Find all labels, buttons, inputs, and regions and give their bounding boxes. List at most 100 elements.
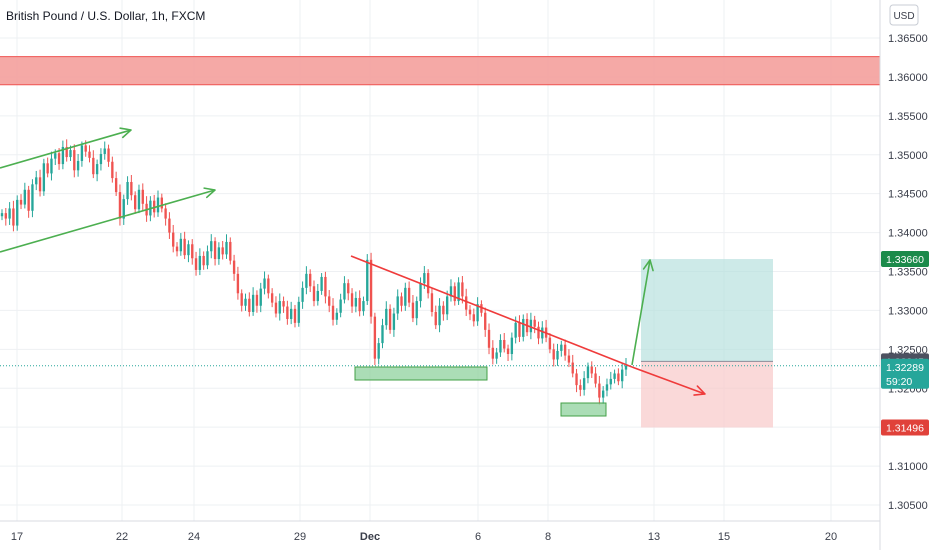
candle-body[interactable] — [187, 244, 190, 256]
candle-body[interactable] — [289, 308, 293, 319]
candle-body[interactable] — [172, 232, 175, 247]
candle-body[interactable] — [518, 322, 521, 337]
candle-body[interactable] — [381, 325, 384, 344]
candle-body[interactable] — [164, 208, 167, 219]
candle-body[interactable] — [35, 177, 38, 185]
candle-body[interactable] — [358, 297, 361, 312]
candle-body[interactable] — [122, 199, 125, 219]
candle-body[interactable] — [225, 241, 228, 255]
candle-body[interactable] — [194, 258, 198, 270]
candle-body[interactable] — [251, 294, 255, 312]
candle-body[interactable] — [42, 163, 46, 192]
candle-body[interactable] — [487, 329, 491, 348]
candle-body[interactable] — [232, 260, 236, 274]
candle-body[interactable] — [65, 146, 68, 158]
candle-body[interactable] — [73, 150, 76, 171]
candle-body[interactable] — [57, 153, 61, 165]
candle-body[interactable] — [255, 294, 259, 306]
candle-body[interactable] — [191, 244, 194, 259]
candle-body[interactable] — [579, 385, 582, 390]
candle-body[interactable] — [282, 301, 285, 307]
candle-body[interactable] — [533, 319, 536, 327]
currency-button[interactable]: USD — [889, 4, 919, 26]
candle-body[interactable] — [183, 238, 186, 256]
candle-body[interactable] — [111, 161, 114, 179]
candle-body[interactable] — [472, 314, 475, 322]
candle-body[interactable] — [377, 343, 380, 359]
candle-body[interactable] — [339, 299, 342, 313]
candle-body[interactable] — [331, 305, 335, 320]
candle-body[interactable] — [598, 383, 601, 398]
candle-body[interactable] — [388, 308, 392, 330]
candle-body[interactable] — [335, 312, 339, 320]
candle-body[interactable] — [8, 208, 11, 219]
time-axis[interactable]: 17 22 24 29 Dec 6 8 13 15 20 — [11, 531, 837, 543]
candle-body[interactable] — [503, 339, 506, 349]
candle-body[interactable] — [457, 282, 460, 302]
candle-body[interactable] — [133, 195, 137, 210]
candle-body[interactable] — [202, 255, 205, 266]
candle-body[interactable] — [347, 283, 350, 294]
candle-body[interactable] — [88, 151, 91, 158]
candle-body[interactable] — [624, 365, 628, 370]
candle-body[interactable] — [586, 366, 590, 379]
candle-body[interactable] — [480, 304, 483, 313]
channel-lower-line[interactable] — [0, 189, 216, 253]
candle-body[interactable] — [198, 255, 202, 270]
candles[interactable] — [0, 139, 880, 405]
candle-body[interactable] — [274, 302, 278, 314]
candle-body[interactable] — [582, 378, 586, 390]
candle-body[interactable] — [270, 293, 274, 303]
candle-body[interactable] — [153, 200, 156, 213]
candle-body[interactable] — [605, 384, 609, 391]
candle-body[interactable] — [514, 322, 517, 338]
candle-body[interactable] — [244, 298, 247, 306]
candle-body[interactable] — [423, 273, 426, 284]
candle-body[interactable] — [556, 350, 559, 360]
candle-body[interactable] — [69, 150, 72, 158]
candle-body[interactable] — [434, 311, 437, 326]
candle-body[interactable] — [373, 316, 377, 359]
descending-trendline[interactable] — [350, 255, 633, 368]
candle-body[interactable] — [442, 305, 445, 315]
candle-body[interactable] — [468, 309, 472, 315]
candle-body[interactable] — [601, 390, 605, 398]
candle-body[interactable] — [175, 246, 179, 252]
candle-body[interactable] — [229, 241, 232, 261]
candle-body[interactable] — [491, 347, 495, 359]
candle-body[interactable] — [31, 184, 34, 211]
candle-body[interactable] — [309, 273, 312, 287]
candle-body[interactable] — [23, 189, 27, 205]
candle-body[interactable] — [160, 197, 163, 209]
candle-body[interactable] — [415, 301, 418, 319]
candle-body[interactable] — [510, 337, 514, 355]
candle-body[interactable] — [27, 189, 30, 211]
candle-body[interactable] — [419, 283, 422, 302]
candle-body[interactable] — [221, 247, 224, 255]
candle-body[interactable] — [529, 319, 533, 333]
candle-body[interactable] — [575, 373, 578, 386]
candle-body[interactable] — [343, 283, 346, 300]
candle-body[interactable] — [594, 373, 597, 384]
channel-upper-line[interactable] — [0, 129, 132, 169]
candle-body[interactable] — [263, 278, 266, 289]
candle-body[interactable] — [76, 160, 80, 171]
candle-body[interactable] — [369, 259, 373, 317]
candle-body[interactable] — [99, 153, 103, 165]
candle-body[interactable] — [522, 318, 525, 337]
candle-body[interactable] — [118, 192, 122, 219]
candle-body[interactable] — [320, 276, 323, 291]
support-box-1[interactable] — [354, 366, 488, 381]
candle-body[interactable] — [114, 178, 118, 193]
candle-body[interactable] — [137, 189, 141, 210]
candle-body[interactable] — [499, 339, 502, 353]
candle-body[interactable] — [328, 296, 331, 306]
candle-body[interactable] — [548, 337, 552, 350]
candle-body[interactable] — [400, 296, 403, 306]
candle-body[interactable] — [324, 276, 327, 297]
candle-body[interactable] — [396, 296, 399, 314]
candle-body[interactable] — [12, 208, 15, 226]
candle-body[interactable] — [316, 290, 319, 302]
